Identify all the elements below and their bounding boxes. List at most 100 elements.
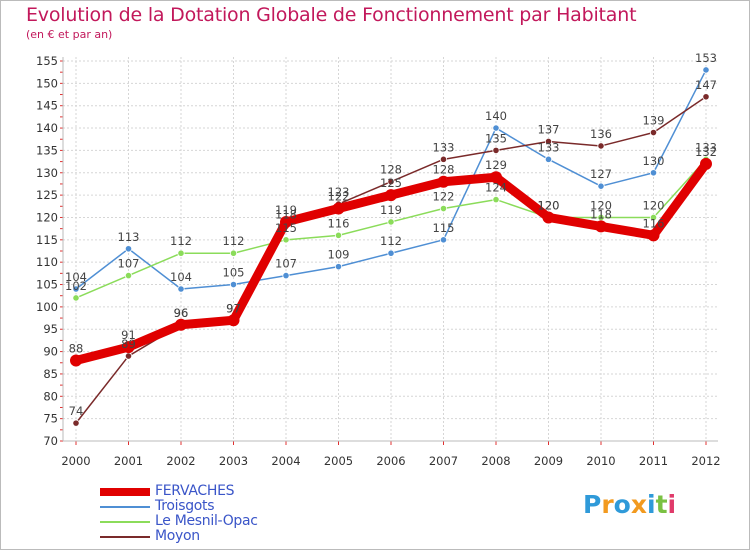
data-point-troisgots — [387, 249, 395, 257]
data-label-troisgots: 140 — [485, 109, 507, 123]
data-point-moyon — [597, 142, 605, 150]
y-tick-label: 80 — [43, 389, 58, 403]
data-label-troisgots: 104 — [65, 270, 87, 284]
x-tick-label: 2003 — [219, 454, 248, 468]
data-point-moyon — [544, 137, 553, 146]
x-tick-label: 2012 — [691, 454, 720, 468]
data-point-le-mesnil-opac — [229, 249, 238, 257]
line-chart: 70 75 80 85 90 95 100 105 110 115 120 125 130 135 140 1… — [36, 51, 721, 468]
data-label-le-mesnil-opac: 112 — [223, 234, 245, 248]
y-tick-label: 95 — [43, 322, 58, 336]
data-point-le-mesnil-opac — [124, 271, 133, 280]
data-label-troisgots: 104 — [170, 270, 192, 284]
data-label-troisgots: 105 — [223, 266, 245, 280]
data-label-moyon: 133 — [433, 140, 455, 154]
data-point-fervaches — [385, 189, 397, 202]
legend-label: Moyon — [155, 528, 200, 544]
data-point-le-mesnil-opac — [72, 294, 80, 302]
data-label-moyon: 135 — [485, 131, 507, 145]
x-tick-label: 2000 — [61, 454, 90, 468]
data-point-moyon — [649, 128, 658, 137]
chart-subtitle: (en € et par an) — [26, 28, 113, 41]
data-label-le-mesnil-opac: 107 — [118, 257, 140, 271]
legend-swatch — [100, 520, 150, 523]
proxiti-logo: Proxiti — [583, 490, 676, 519]
legend-label: Troisgots — [155, 498, 215, 514]
data-label-moyon: 139 — [643, 114, 665, 128]
data-point-le-mesnil-opac — [177, 249, 185, 257]
data-label-moyon: 89 — [121, 337, 136, 351]
data-point-fervaches — [595, 220, 607, 233]
y-tick-label: 70 — [43, 434, 58, 448]
data-label-fervaches: 97 — [226, 301, 241, 315]
data-point-troisgots — [702, 66, 710, 74]
data-label-fervaches: 132 — [695, 145, 717, 159]
y-tick-label: 125 — [36, 188, 58, 202]
data-point-fervaches — [647, 229, 660, 242]
y-tick-label: 130 — [36, 166, 58, 180]
data-point-troisgots — [597, 182, 605, 190]
data-point-troisgots — [544, 155, 553, 163]
data-label-troisgots: 109 — [328, 248, 350, 262]
y-tick-label: 75 — [43, 412, 58, 426]
data-point-moyon — [702, 93, 710, 101]
logo-letter: i — [667, 490, 677, 519]
data-label-le-mesnil-opac: 133 — [695, 140, 717, 154]
data-label-fervaches: 118 — [590, 207, 612, 221]
y-tick-label: 85 — [43, 367, 58, 381]
data-label-fervaches: 119 — [275, 203, 297, 217]
x-tick-label: 2005 — [324, 454, 353, 468]
data-point-moyon — [387, 178, 395, 186]
data-point-troisgots — [649, 169, 658, 177]
data-point-fervaches — [437, 175, 450, 188]
data-label-fervaches: 129 — [485, 158, 507, 172]
data-label-le-mesnil-opac: 102 — [65, 279, 87, 293]
data-point-troisgots — [177, 285, 185, 293]
data-label-troisgots: 130 — [643, 154, 665, 168]
data-label-fervaches: 88 — [69, 342, 84, 356]
data-label-moyon: 118 — [275, 207, 297, 221]
chart-title: Evolution de la Dotation Globale de Fonc… — [26, 4, 637, 26]
data-point-troisgots — [492, 124, 500, 132]
y-tick-label: 105 — [36, 278, 58, 292]
logo-letter: r — [601, 490, 614, 519]
data-point-troisgots — [439, 236, 448, 244]
data-label-moyon: 137 — [538, 122, 560, 136]
data-point-le-mesnil-opac — [387, 218, 395, 226]
data-point-fervaches — [332, 202, 345, 215]
logo-letter: P — [583, 490, 602, 519]
data-label-moyon: 97 — [226, 301, 241, 315]
data-label-moyon: 123 — [328, 185, 350, 199]
data-label-le-mesnil-opac: 124 — [485, 181, 507, 195]
legend-label: FERVACHES — [155, 483, 235, 499]
data-label-troisgots: 153 — [695, 51, 717, 65]
y-tick-label: 110 — [36, 255, 58, 269]
y-tick-label: 90 — [43, 345, 58, 359]
legend-swatch — [100, 535, 150, 538]
data-label-troisgots: 133 — [538, 140, 560, 154]
data-point-fervaches — [70, 354, 82, 367]
x-tick-label: 2004 — [271, 454, 300, 468]
x-tick-label: 2002 — [166, 454, 195, 468]
data-label-fervaches: 91 — [121, 328, 136, 342]
data-label-moyon: 147 — [695, 78, 717, 92]
y-tick-label: 120 — [36, 210, 58, 224]
data-label-le-mesnil-opac: 116 — [328, 216, 350, 230]
data-point-fervaches — [175, 318, 187, 331]
data-label-moyon: 128 — [380, 163, 402, 177]
data-label-le-mesnil-opac: 122 — [433, 190, 455, 204]
x-tick-label: 2001 — [114, 454, 143, 468]
data-point-troisgots — [229, 280, 238, 289]
data-point-moyon — [492, 146, 500, 155]
data-point-fervaches — [490, 171, 502, 184]
data-point-fervaches — [122, 341, 135, 354]
y-tick-label: 135 — [36, 143, 58, 157]
x-tick-label: 2006 — [376, 454, 405, 468]
y-tick-label: 100 — [36, 300, 58, 314]
logo-letter: i — [647, 490, 656, 519]
data-label-le-mesnil-opac: 120 — [590, 198, 612, 212]
data-point-fervaches — [700, 157, 712, 170]
data-point-moyon — [72, 419, 80, 427]
y-tick-label: 140 — [36, 121, 58, 135]
data-point-fervaches — [227, 314, 240, 327]
